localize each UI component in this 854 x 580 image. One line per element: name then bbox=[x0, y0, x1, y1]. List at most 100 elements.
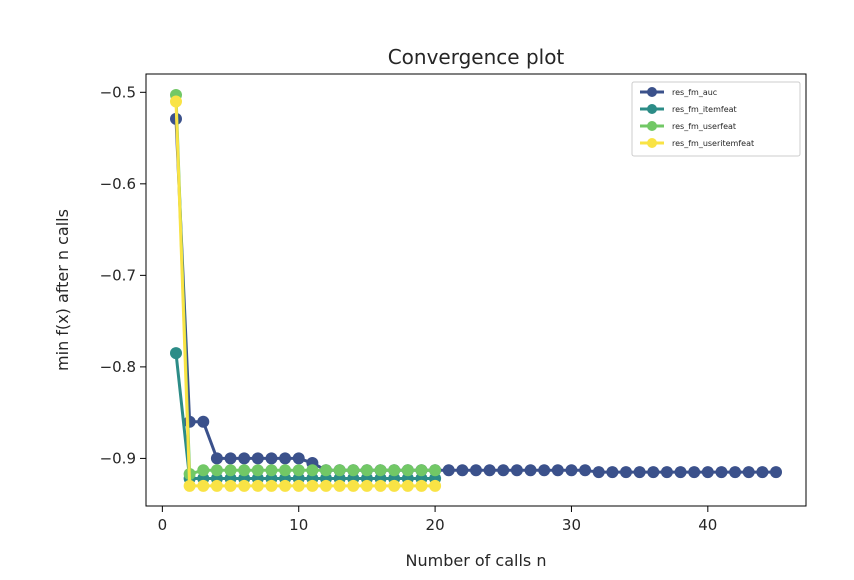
data-point bbox=[224, 452, 237, 465]
y-axis-label: min f(x) after n calls bbox=[53, 209, 72, 371]
data-point bbox=[442, 464, 455, 477]
data-point bbox=[674, 466, 687, 479]
data-point bbox=[333, 464, 346, 477]
legend-box bbox=[631, 81, 801, 157]
data-point bbox=[524, 464, 537, 477]
data-point bbox=[183, 479, 196, 492]
data-point bbox=[183, 415, 196, 428]
y-tick-label: −0.7 bbox=[100, 266, 136, 284]
y-axis-ticks: −0.5 −0.6 −0.7 −0.8 −0.9 bbox=[100, 83, 146, 467]
legend-swatch-marker bbox=[647, 138, 657, 148]
data-point bbox=[238, 464, 251, 477]
series-line bbox=[174, 101, 436, 488]
data-point bbox=[279, 452, 292, 465]
data-point bbox=[347, 479, 360, 492]
data-point bbox=[292, 464, 305, 477]
legend-label: res_fm_auc bbox=[672, 88, 717, 97]
data-point bbox=[197, 479, 210, 492]
data-point bbox=[647, 466, 660, 479]
series-res-fm-useritemfeat bbox=[170, 95, 442, 492]
data-point bbox=[224, 464, 237, 477]
data-point bbox=[401, 479, 414, 492]
data-point bbox=[551, 464, 564, 477]
series-layer bbox=[170, 89, 782, 492]
legend: res_fm_auc res_fm_itemfeat res_fm_userfeat… bbox=[631, 81, 801, 157]
data-point bbox=[347, 464, 360, 477]
data-point bbox=[388, 464, 401, 477]
data-point bbox=[279, 479, 292, 492]
data-point bbox=[292, 452, 305, 465]
data-point bbox=[360, 479, 373, 492]
data-point bbox=[360, 464, 373, 477]
data-point bbox=[238, 479, 251, 492]
data-point bbox=[265, 452, 278, 465]
legend-label: res_fm_useritemfeat bbox=[672, 139, 754, 148]
series-res-fm-userfeat bbox=[170, 89, 442, 480]
legend-label: res_fm_itemfeat bbox=[672, 105, 737, 114]
data-point bbox=[374, 479, 387, 492]
x-axis-label: Number of calls n bbox=[406, 551, 547, 570]
series-res-fm-auc bbox=[170, 112, 782, 479]
data-point bbox=[251, 452, 264, 465]
y-tick-label: −0.9 bbox=[100, 449, 136, 467]
series-line bbox=[174, 118, 776, 474]
data-point bbox=[429, 479, 442, 492]
data-point bbox=[756, 466, 769, 479]
data-point bbox=[415, 479, 428, 492]
data-point bbox=[579, 464, 592, 477]
data-point bbox=[701, 466, 714, 479]
y-tick-label: −0.5 bbox=[100, 83, 136, 101]
x-tick-label: 30 bbox=[562, 516, 581, 534]
data-point bbox=[729, 466, 742, 479]
data-point bbox=[265, 479, 278, 492]
series-res-fm-itemfeat bbox=[170, 347, 442, 485]
data-point bbox=[401, 464, 414, 477]
data-point bbox=[742, 466, 755, 479]
data-point bbox=[224, 479, 237, 492]
data-point bbox=[265, 464, 278, 477]
x-tick-label: 40 bbox=[698, 516, 717, 534]
data-point bbox=[538, 464, 551, 477]
data-point bbox=[388, 479, 401, 492]
data-point bbox=[333, 479, 346, 492]
data-point bbox=[374, 464, 387, 477]
data-point bbox=[565, 464, 578, 477]
data-point bbox=[279, 464, 292, 477]
x-tick-label: 0 bbox=[158, 516, 168, 534]
y-tick-label: −0.6 bbox=[100, 175, 136, 193]
data-point bbox=[320, 464, 332, 477]
data-point bbox=[497, 464, 510, 477]
data-point bbox=[770, 466, 782, 479]
legend-label: res_fm_userfeat bbox=[672, 122, 736, 131]
data-point bbox=[510, 464, 523, 477]
legend-swatch-marker bbox=[647, 87, 657, 97]
legend-swatch-marker bbox=[647, 104, 657, 114]
y-tick-label: −0.8 bbox=[100, 358, 136, 376]
data-point bbox=[415, 464, 428, 477]
data-point bbox=[688, 466, 701, 479]
data-point bbox=[170, 347, 182, 360]
data-point bbox=[251, 464, 264, 477]
data-point bbox=[483, 464, 496, 477]
data-point bbox=[251, 479, 264, 492]
data-point bbox=[456, 464, 469, 477]
data-point bbox=[170, 95, 182, 108]
data-point bbox=[633, 466, 646, 479]
x-tick-label: 10 bbox=[289, 516, 308, 534]
data-point bbox=[210, 479, 223, 492]
data-point bbox=[592, 466, 605, 479]
data-point bbox=[306, 479, 319, 492]
data-point bbox=[197, 415, 210, 428]
data-point bbox=[606, 466, 619, 479]
data-point bbox=[238, 452, 251, 465]
data-point bbox=[470, 464, 482, 477]
data-point bbox=[620, 466, 632, 479]
data-point bbox=[429, 464, 442, 477]
x-axis-ticks: 0 10 20 30 40 bbox=[158, 506, 717, 534]
data-point bbox=[306, 464, 319, 477]
data-point bbox=[197, 464, 210, 477]
data-point bbox=[292, 479, 305, 492]
data-point bbox=[320, 479, 332, 492]
chart-title: Convergence plot bbox=[388, 45, 565, 69]
